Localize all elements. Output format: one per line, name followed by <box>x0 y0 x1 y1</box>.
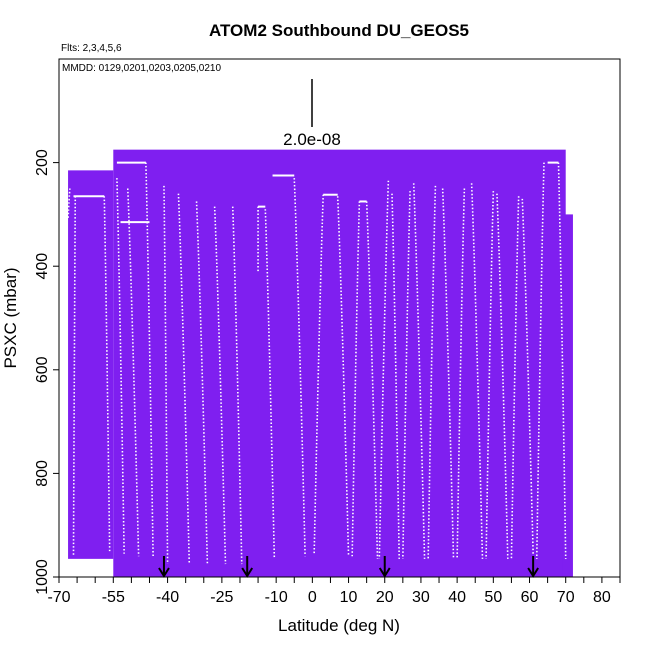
x-tick-label-10: 50 <box>484 589 502 606</box>
track-profile-16 <box>351 201 361 557</box>
y-tick-label-4: 1000 <box>34 559 51 595</box>
arrow-markers <box>158 556 539 578</box>
y-tick-label-2: 600 <box>34 356 51 383</box>
arrow-head-3 <box>527 567 539 578</box>
plot-frame <box>58 58 621 578</box>
scale-label: 2.0e-08 <box>283 130 341 149</box>
track-profile-14 <box>313 194 325 554</box>
track-profile-21 <box>412 183 426 559</box>
arrow-head-1 <box>241 567 254 578</box>
track-profile-7 <box>177 193 191 565</box>
x-tick-label-7: 20 <box>376 589 394 606</box>
arrow-head-0 <box>158 567 170 578</box>
track-profile-12 <box>264 209 276 559</box>
track-profile-25 <box>470 183 484 559</box>
x-tick-label-9: 40 <box>448 589 466 606</box>
track-profile-29 <box>521 198 534 554</box>
x-tick-label-13: 80 <box>593 589 611 606</box>
x-tick-label-6: 10 <box>340 589 358 606</box>
dates-label: MMDD: 0129,0201,0203,0205,0210 <box>62 63 221 74</box>
y-tick-label-3: 800 <box>34 460 51 487</box>
x-tick-label-11: 60 <box>521 589 539 606</box>
track-profile-24 <box>456 188 466 559</box>
track-profile-18 <box>378 180 390 559</box>
arrow-marker-1 <box>241 556 254 578</box>
track-profile-9 <box>213 206 227 565</box>
track-profile-6 <box>163 185 169 565</box>
x-axis-title: Latitude (deg N) <box>278 616 400 635</box>
track-profile-19 <box>391 193 401 559</box>
track-profile-26 <box>485 191 495 559</box>
concentration-field <box>68 149 573 577</box>
y-tick-label-1: 400 <box>34 253 51 280</box>
flight-tracks <box>67 161 567 565</box>
chart-title: ATOM2 Southbound DU_GEOS5 <box>209 21 469 40</box>
track-profile-22 <box>427 185 437 559</box>
track-profile-4 <box>126 188 140 557</box>
flights-label: Flts: 2,3,4,5,6 <box>61 43 122 54</box>
x-tick-label-0: -70 <box>47 589 70 606</box>
y-axis-title: PSXC (mbar) <box>1 267 20 368</box>
x-tick-label-3: -25 <box>210 589 233 606</box>
track-profile-23 <box>441 188 455 559</box>
track-profile-5 <box>145 162 154 557</box>
y-axis: 200 400 600 800 1000 <box>34 149 59 595</box>
x-axis: -70 -55 -40 -25 -10 0 10 20 30 40 50 60 70 80 <box>47 577 621 606</box>
track-profile-3 <box>116 178 125 554</box>
arrow-head-2 <box>378 567 391 578</box>
field-block-2 <box>562 214 573 577</box>
x-tick-label-12: 70 <box>557 589 575 606</box>
arrow-marker-3 <box>527 556 539 578</box>
arrow-marker-0 <box>158 556 170 578</box>
track-profile-13 <box>293 178 306 557</box>
field-block-1 <box>113 149 566 577</box>
x-tick-label-4: -10 <box>265 589 288 606</box>
x-tick-label-5: 0 <box>308 589 317 606</box>
track-profile-10 <box>231 206 243 565</box>
arrow-marker-2 <box>378 556 391 578</box>
x-tick-label-8: 30 <box>412 589 430 606</box>
track-profile-17 <box>365 201 379 559</box>
track-profile-27 <box>496 193 509 559</box>
track-profile-2 <box>103 196 111 552</box>
y-tick-label-0: 200 <box>34 149 51 176</box>
x-tick-label-2: -40 <box>156 589 179 606</box>
track-profile-20 <box>402 191 411 559</box>
x-tick-label-1: -55 <box>102 589 125 606</box>
track-profile-0 <box>67 188 71 220</box>
